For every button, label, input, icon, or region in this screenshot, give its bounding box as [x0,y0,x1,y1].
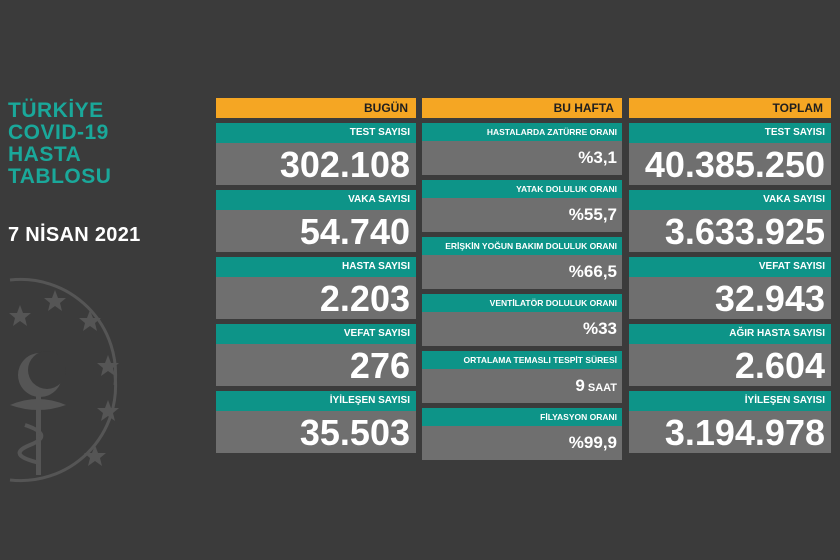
title-line-2: COVID-19 [8,121,109,144]
card-label: ERİŞKİN YOĞUN BAKIM DOLULUK ORANI [422,237,622,255]
card-value: 9 SAAT [422,369,622,403]
ministry-emblem-icon [9,277,119,483]
card-label: İYİLEŞEN SAYISI [629,391,831,411]
card-label: ORTALAMA TEMASLI TESPİT SÜRESİ [422,351,622,369]
card-value: 40.385.250 [629,143,831,185]
card-toplam-vefat: VEFAT SAYISI 32.943 [629,257,831,319]
card-label: VEFAT SAYISI [629,257,831,277]
card-bugun-vaka: VAKA SAYISI 54.740 [216,190,416,252]
card-value: 35.503 [216,411,416,453]
card-hafta-yatak: YATAK DOLULUK ORANI %55,7 [422,180,622,232]
column-header-bu-hafta: BU HAFTA [422,98,622,118]
card-hafta-zaturre: HASTALARDA ZATÜRRE ORANI %3,1 [422,123,622,175]
card-bugun-iyilesen: İYİLEŞEN SAYISI 35.503 [216,391,416,453]
report-date: 7 NİSAN 2021 [8,224,141,246]
card-value: %55,7 [422,198,622,232]
card-label: HASTA SAYISI [216,257,416,277]
title-line-4: TABLOSU [8,165,112,188]
card-value: 54.740 [216,210,416,252]
card-toplam-agir-hasta: AĞIR HASTA SAYISI 2.604 [629,324,831,386]
column-toplam: TOPLAM TEST SAYISI 40.385.250 VAKA SAYIS… [629,98,831,453]
card-bugun-test: TEST SAYISI 302.108 [216,123,416,185]
page-title: TÜRKİYE COVID-19 HASTA TABLOSU [8,100,188,188]
column-bugun: BUGÜN TEST SAYISI 302.108 VAKA SAYISI 54… [216,98,416,453]
card-value: %99,9 [422,426,622,460]
card-label: AĞIR HASTA SAYISI [629,324,831,344]
card-label: TEST SAYISI [629,123,831,143]
card-hafta-yogun-bakim: ERİŞKİN YOĞUN BAKIM DOLULUK ORANI %66,5 [422,237,622,289]
title-line-1: TÜRKİYE [8,99,104,122]
card-value: 3.633.925 [629,210,831,252]
title-line-3: HASTA [8,143,82,166]
column-header-bugun: BUGÜN [216,98,416,118]
card-toplam-test: TEST SAYISI 40.385.250 [629,123,831,185]
card-label: YATAK DOLULUK ORANI [422,180,622,198]
card-value: 2.604 [629,344,831,386]
card-value: 302.108 [216,143,416,185]
card-bugun-hasta: HASTA SAYISI 2.203 [216,257,416,319]
card-value: 2.203 [216,277,416,319]
column-header-toplam: TOPLAM [629,98,831,118]
card-label: İYİLEŞEN SAYISI [216,391,416,411]
card-toplam-vaka: VAKA SAYISI 3.633.925 [629,190,831,252]
card-value: %3,1 [422,141,622,175]
column-bu-hafta: BU HAFTA HASTALARDA ZATÜRRE ORANI %3,1 Y… [422,98,622,460]
card-label: HASTALARDA ZATÜRRE ORANI [422,123,622,141]
card-value: 3.194.978 [629,411,831,453]
card-value: %33 [422,312,622,346]
card-toplam-iyilesen: İYİLEŞEN SAYISI 3.194.978 [629,391,831,453]
card-value: 32.943 [629,277,831,319]
card-bugun-vefat: VEFAT SAYISI 276 [216,324,416,386]
card-label: FİLYASYON ORANI [422,408,622,426]
card-value: %66,5 [422,255,622,289]
card-label: TEST SAYISI [216,123,416,143]
card-value-unit: SAAT [587,382,617,394]
card-hafta-filyasyon: FİLYASYON ORANI %99,9 [422,408,622,460]
card-label: VENTİLATÖR DOLULUK ORANI [422,294,622,312]
card-label: VAKA SAYISI [216,190,416,210]
card-label: VEFAT SAYISI [216,324,416,344]
card-label: VAKA SAYISI [629,190,831,210]
card-value: 276 [216,344,416,386]
card-hafta-temasli: ORTALAMA TEMASLI TESPİT SÜRESİ 9 SAAT [422,351,622,403]
card-value-number: 9 [575,376,585,395]
card-hafta-ventilator: VENTİLATÖR DOLULUK ORANI %33 [422,294,622,346]
